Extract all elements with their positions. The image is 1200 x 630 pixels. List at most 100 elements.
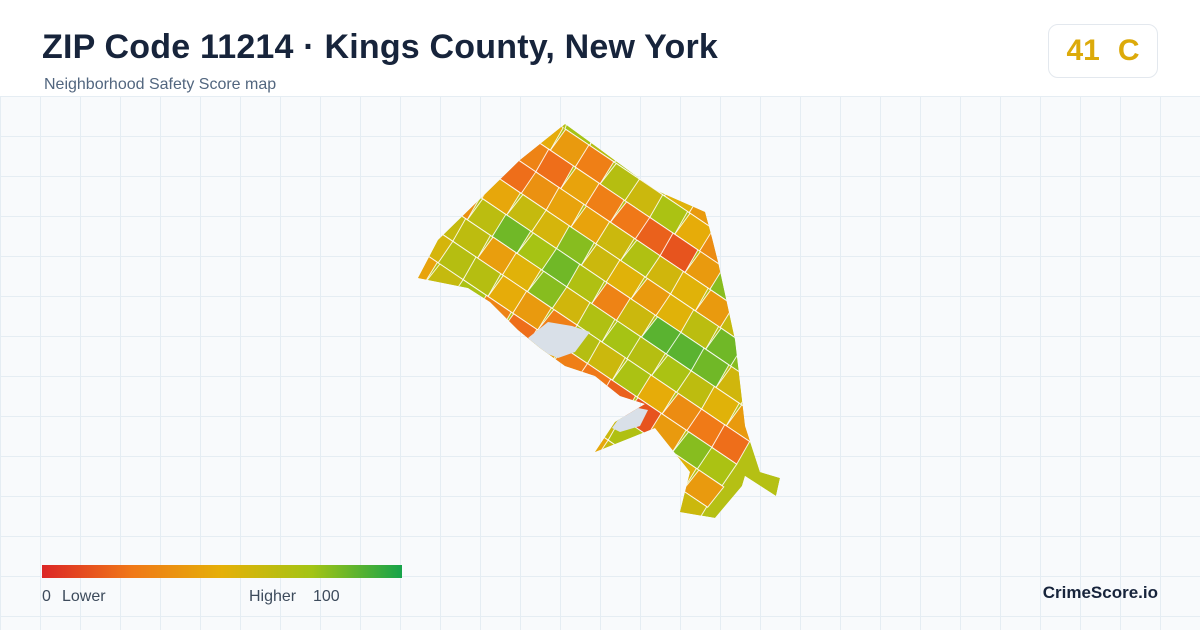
neighborhood-cell[interactable] xyxy=(411,440,450,482)
neighborhood-cell[interactable] xyxy=(384,267,426,307)
neighborhood-cell[interactable] xyxy=(435,459,477,499)
neighborhood-cell[interactable] xyxy=(431,141,471,183)
neighborhood-cell[interactable] xyxy=(563,482,604,522)
neighborhood-cell[interactable] xyxy=(758,300,799,341)
neighborhood-cell[interactable] xyxy=(748,262,788,302)
neighborhood-cell[interactable] xyxy=(499,470,541,511)
neighborhood-cell[interactable] xyxy=(507,351,550,391)
neighborhood-cell[interactable] xyxy=(390,364,429,405)
neighborhood-cell[interactable] xyxy=(458,317,499,357)
neighborhood-cell[interactable] xyxy=(439,398,480,439)
neighborhood-cell[interactable] xyxy=(382,111,425,149)
neighborhood-cell[interactable] xyxy=(603,477,644,518)
neighborhood-cell[interactable] xyxy=(617,455,657,497)
neighborhood-cell[interactable] xyxy=(382,486,424,524)
neighborhood-cell[interactable] xyxy=(407,501,447,540)
neighborhood-cell[interactable] xyxy=(445,497,488,536)
neighborhood-cell[interactable] xyxy=(429,359,470,401)
brand-logo-text[interactable]: CrimeScore.io xyxy=(1042,583,1158,602)
neighborhood-cell[interactable] xyxy=(418,321,459,362)
neighborhood-cell[interactable] xyxy=(769,338,809,379)
neighborhood-cell[interactable] xyxy=(493,371,533,413)
neighborhood-cell[interactable] xyxy=(393,148,435,187)
neighborhood-cell[interactable] xyxy=(485,118,528,156)
neighborhood-cell[interactable] xyxy=(740,381,780,422)
neighborhood-cell[interactable] xyxy=(553,443,594,485)
neighborhood-cell[interactable] xyxy=(549,504,591,543)
neighborhood-cell[interactable] xyxy=(532,367,573,408)
neighborhood-cell[interactable] xyxy=(415,382,457,422)
legend-high-label: Higher xyxy=(249,588,297,605)
legend-low-label: Lower xyxy=(62,588,106,605)
zip-area xyxy=(382,92,818,548)
neighborhood-cell[interactable] xyxy=(628,118,668,159)
neighborhood-cell[interactable] xyxy=(484,493,528,531)
neighborhood-cell[interactable] xyxy=(409,283,449,324)
neighborhood-cell[interactable] xyxy=(727,185,769,226)
neighborhood-cell[interactable] xyxy=(744,323,786,362)
neighborhood-cell[interactable] xyxy=(543,405,584,446)
neighborhood-cell[interactable] xyxy=(628,493,668,533)
neighborhood-cell[interactable] xyxy=(499,92,537,135)
neighborhood-cell[interactable] xyxy=(557,385,601,425)
neighborhood-cell[interactable] xyxy=(503,409,543,451)
neighborhood-cell[interactable] xyxy=(445,122,488,161)
neighborhood-cell[interactable] xyxy=(433,301,476,341)
neighborhood-cell[interactable] xyxy=(470,137,511,178)
neighborhood-cell[interactable] xyxy=(763,239,802,281)
neighborhood-cell[interactable] xyxy=(734,285,777,324)
neighborhood-cell[interactable] xyxy=(403,186,445,226)
neighborhood-cell[interactable] xyxy=(514,447,554,489)
neighborhood-cell[interactable] xyxy=(538,466,581,506)
neighborhood-cell[interactable] xyxy=(449,436,490,477)
neighborhood-cell[interactable] xyxy=(464,416,507,456)
neighborhood-cell[interactable] xyxy=(443,340,487,379)
neighborhood-cell[interactable] xyxy=(478,394,520,434)
neighborhood-cell[interactable] xyxy=(738,224,780,264)
page-title: ZIP Code 11214 · Kings County, New York xyxy=(42,28,719,66)
neighborhood-cell[interactable] xyxy=(603,100,641,142)
neighborhood-cell[interactable] xyxy=(453,378,497,417)
neighborhood-cell[interactable] xyxy=(424,420,467,460)
legend-color-bar xyxy=(42,565,402,578)
neighborhood-cell[interactable] xyxy=(397,463,437,504)
neighborhood-cell[interactable] xyxy=(418,164,458,204)
neighborhood-cell[interactable] xyxy=(653,133,691,176)
neighborhood-cell[interactable] xyxy=(578,462,621,501)
neighborhood-cell[interactable] xyxy=(474,455,518,494)
neighborhood-cell[interactable] xyxy=(518,389,560,429)
neighborhood-cell[interactable] xyxy=(754,361,796,401)
neighborhood-cell[interactable] xyxy=(483,332,523,374)
neighborhood-cell[interactable] xyxy=(386,425,427,465)
page-subtitle: Neighborhood Safety Score map xyxy=(44,76,277,93)
neighborhood-cell[interactable] xyxy=(468,355,510,396)
neighborhood-cell[interactable] xyxy=(395,305,436,345)
neighborhood-cell[interactable] xyxy=(460,99,501,140)
neighborhood-cell[interactable] xyxy=(567,423,611,463)
legend-min-label: 0 xyxy=(42,588,51,605)
neighborhood-cell[interactable] xyxy=(401,402,440,444)
neighborhood-cell[interactable] xyxy=(642,473,685,513)
neighborhood-cell[interactable] xyxy=(405,344,446,384)
legend-max-label: 100 xyxy=(313,588,340,605)
neighborhood-cell[interactable] xyxy=(407,125,448,166)
neighborhood-cell[interactable] xyxy=(678,151,719,192)
neighborhood-cell[interactable] xyxy=(420,479,460,519)
neighborhood-cell[interactable] xyxy=(752,201,792,243)
neighborhood-cell[interactable] xyxy=(389,206,428,247)
score-grade: C xyxy=(1117,34,1140,67)
neighborhood-cell[interactable] xyxy=(773,277,812,319)
neighborhood-cell[interactable] xyxy=(703,170,746,209)
neighborhood-cell[interactable] xyxy=(681,469,725,508)
neighborhood-cell[interactable] xyxy=(460,474,501,516)
neighborhood-cell[interactable] xyxy=(421,104,461,144)
neighborhood-cell[interactable] xyxy=(723,246,767,286)
neighborhood-cell[interactable] xyxy=(713,208,756,247)
neighborhood-cell[interactable] xyxy=(509,508,551,548)
neighborhood-cell[interactable] xyxy=(588,500,632,538)
neighborhood-cell[interactable] xyxy=(528,428,571,468)
neighborhood-cell[interactable] xyxy=(524,486,564,526)
neighborhood-cell[interactable] xyxy=(777,219,818,259)
neighborhood-cell[interactable] xyxy=(489,432,530,472)
